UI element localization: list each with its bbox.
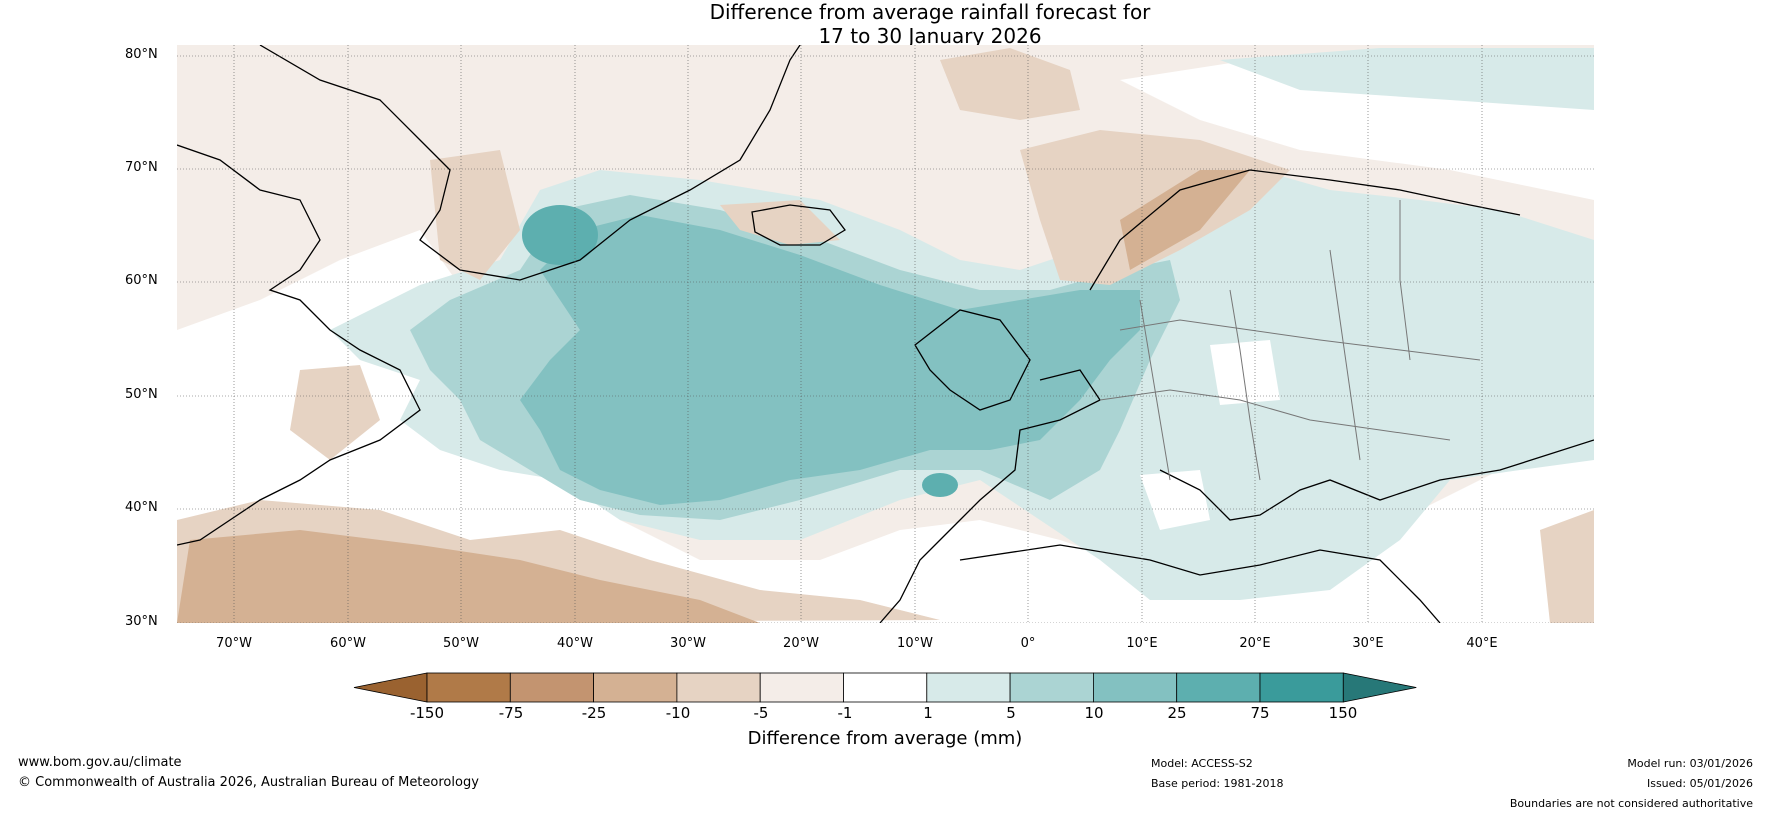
coast-north-africa bbox=[959, 544, 1441, 623]
brown-patch-newfoundland bbox=[290, 365, 380, 460]
brown-patch-arctic bbox=[940, 48, 1080, 120]
brown-patch-davis-strait bbox=[430, 150, 520, 280]
colorbar-tick-10: 10 bbox=[1084, 704, 1104, 722]
brown-patch-norway-core bbox=[1120, 170, 1250, 270]
coast-greenland bbox=[259, 45, 801, 281]
lon-label-10w: 10°W bbox=[897, 636, 933, 651]
white-zone-south bbox=[177, 230, 1594, 623]
graticule bbox=[177, 45, 1594, 623]
teal-10-25-core bbox=[520, 215, 1140, 505]
coast-north-america bbox=[177, 144, 421, 546]
coast-scandinavia bbox=[1089, 169, 1521, 291]
coast-southern-europe bbox=[1159, 439, 1594, 521]
lon-label-20w: 20°W bbox=[783, 636, 819, 651]
lon-label-20e: 20°E bbox=[1239, 636, 1271, 651]
colorbar-tick-minus1: -1 bbox=[837, 704, 853, 722]
model-run-date: Model run: 03/01/2026 bbox=[1627, 757, 1753, 770]
colorbar-tick-minus10: -10 bbox=[665, 704, 691, 722]
colorbar-tick-minus75: -75 bbox=[498, 704, 524, 722]
lon-label-0: 0° bbox=[1020, 636, 1036, 651]
colorbar-bin bbox=[426, 672, 511, 703]
coastlines bbox=[177, 45, 1594, 623]
lon-label-60w: 60°W bbox=[330, 636, 366, 651]
colorbar bbox=[353, 672, 1417, 703]
colorbar-tick-25: 25 bbox=[1167, 704, 1187, 722]
lon-label-40w: 40°W bbox=[557, 636, 593, 651]
issued-date: Issued: 05/01/2026 bbox=[1646, 777, 1753, 790]
colorbar-bin bbox=[676, 672, 761, 703]
lon-label-50w: 50°W bbox=[443, 636, 479, 651]
colorbar-bin bbox=[1093, 672, 1178, 703]
lat-label-30n: 30°N bbox=[125, 614, 158, 629]
boundaries-disclaimer: Boundaries are not considered authoritat… bbox=[1509, 797, 1753, 810]
website-link[interactable]: www.bom.gov.au/climate bbox=[18, 755, 182, 770]
lat-label-70n: 70°N bbox=[125, 160, 158, 175]
base-period: Base period: 1981-2018 bbox=[1151, 777, 1284, 790]
title-line-1: Difference from average rainfall forecas… bbox=[709, 0, 1151, 24]
colorbar-bin bbox=[759, 672, 844, 703]
model-name: Model: ACCESS-S2 bbox=[1151, 757, 1253, 770]
lat-label-60n: 60°N bbox=[125, 273, 158, 288]
colorbar-tick-1: 1 bbox=[923, 704, 933, 722]
colorbar-bin bbox=[593, 672, 678, 703]
colorbar-extend-high bbox=[1342, 672, 1417, 703]
colorbar-tick-minus150: -150 bbox=[409, 704, 445, 722]
country-borders bbox=[1099, 200, 1481, 481]
colorbar-bin bbox=[509, 672, 594, 703]
colorbar-bin bbox=[926, 672, 1011, 703]
teal-25-75-iberia-patch bbox=[922, 473, 958, 497]
coast-british-isles bbox=[914, 309, 1031, 411]
colorbar-tick-minus25: -25 bbox=[581, 704, 607, 722]
colorbar-tick-minus5: -5 bbox=[753, 704, 769, 722]
colorbar-title: Difference from average (mm) bbox=[747, 728, 1023, 749]
lon-label-30w: 30°W bbox=[670, 636, 706, 651]
colorbar-bin bbox=[843, 672, 928, 703]
colorbar-tick-75: 75 bbox=[1250, 704, 1270, 722]
colorbar-extend-low bbox=[353, 672, 428, 703]
copyright-text: © Commonwealth of Australia 2026, Austra… bbox=[18, 775, 479, 790]
colorbar-tick-5: 5 bbox=[1006, 704, 1016, 722]
lon-label-70w: 70°W bbox=[216, 636, 252, 651]
lon-label-30e: 30°E bbox=[1352, 636, 1384, 651]
brown-patch-middle-east bbox=[1540, 510, 1594, 623]
coast-western-europe bbox=[879, 369, 1101, 623]
map-title: Difference from average rainfall forecas… bbox=[0, 0, 1770, 48]
anomaly-field bbox=[177, 45, 1594, 623]
colorbar-bin bbox=[1259, 672, 1344, 703]
lat-label-50n: 50°N bbox=[125, 387, 158, 402]
colorbar-tick-150: 150 bbox=[1328, 704, 1358, 722]
white-patch-poland bbox=[1210, 340, 1280, 405]
title-line-2: 17 to 30 January 2026 bbox=[818, 24, 1042, 48]
colorbar-bin bbox=[1176, 672, 1261, 703]
lat-label-80n: 80°N bbox=[125, 47, 158, 62]
brown-patch-subtropics-core bbox=[177, 530, 760, 623]
lon-label-10e: 10°E bbox=[1126, 636, 1158, 651]
lon-label-40e: 40°E bbox=[1466, 636, 1498, 651]
colorbar-bin bbox=[1009, 672, 1094, 703]
lat-label-40n: 40°N bbox=[125, 500, 158, 515]
brown-patch-iceland bbox=[720, 200, 840, 245]
coast-iceland bbox=[751, 204, 846, 246]
teal-25-75-greenland-patch bbox=[522, 205, 598, 265]
teal-arctic-patch bbox=[1220, 48, 1594, 110]
white-patch-mediterranean bbox=[1140, 470, 1210, 530]
